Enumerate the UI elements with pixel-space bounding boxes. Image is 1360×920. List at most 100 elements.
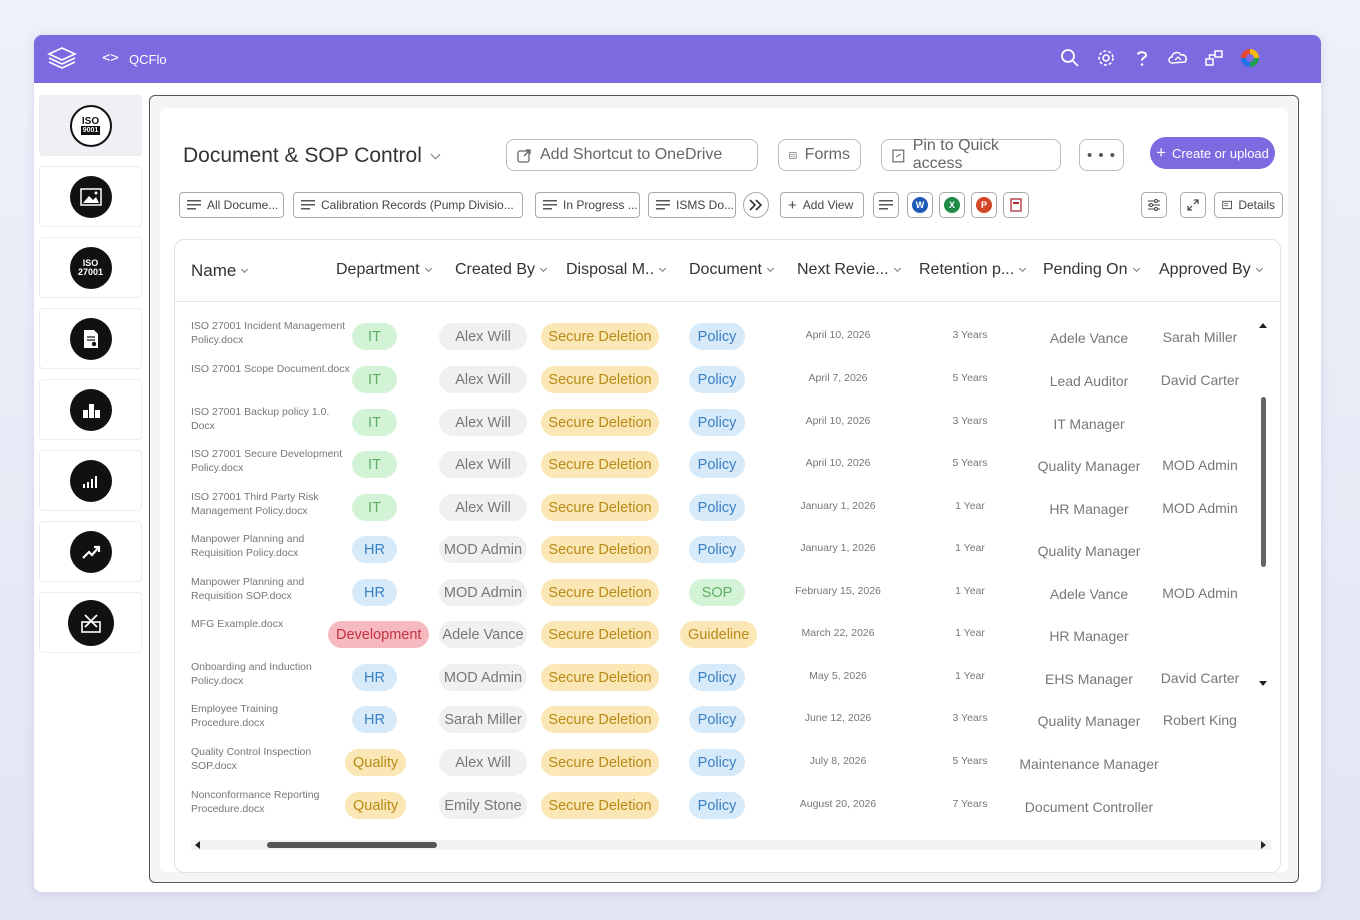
create-upload-label: Create or upload xyxy=(1172,145,1269,161)
app-name[interactable]: QCFlo xyxy=(129,52,167,67)
search-icon[interactable] xyxy=(1059,47,1081,69)
table-row[interactable]: Manpower Planning and Requisition SOP.do… xyxy=(175,568,1255,611)
cell-document-type: Policy xyxy=(689,366,745,393)
forms-app-button[interactable] xyxy=(1003,192,1029,218)
cell-department: IT xyxy=(352,451,397,478)
table-row[interactable]: ISO 27001 Third Party Risk Management Po… xyxy=(175,483,1255,526)
powerpoint-app-button[interactable]: P xyxy=(971,192,997,218)
connections-icon[interactable] xyxy=(1203,47,1225,69)
cell-approved-by: Robert King xyxy=(1163,712,1237,728)
cell-name[interactable]: ISO 27001 Scope Document.docx xyxy=(191,363,350,375)
view-tab-in-progress[interactable]: In Progress ... xyxy=(535,192,640,218)
gear-icon[interactable] xyxy=(1095,47,1117,69)
expand-button[interactable] xyxy=(1180,192,1206,218)
table-row[interactable]: MFG Example.docx Development Adele Vance Se… xyxy=(175,610,1255,653)
chevron-down-icon xyxy=(430,149,441,159)
column-header-department[interactable]: Department xyxy=(336,261,432,279)
column-header-created-by[interactable]: Created By xyxy=(455,261,548,279)
scroll-up-icon[interactable] xyxy=(1259,323,1267,328)
column-header-retention[interactable]: Retention p... xyxy=(919,261,1027,279)
horizontal-scroll-thumb[interactable] xyxy=(267,842,437,848)
table-row[interactable]: ISO 27001 Secure Development Policy.docx… xyxy=(175,440,1255,483)
cell-name[interactable]: Employee Training Procedure.docx xyxy=(191,703,278,729)
table-row[interactable]: Nonconformance Reporting Procedure.docx Q… xyxy=(175,781,1255,824)
forms-icon xyxy=(789,151,797,159)
cell-created-by: Alex Will xyxy=(439,494,527,521)
vertical-scroll-thumb[interactable] xyxy=(1261,397,1266,567)
rail-item-signal[interactable] xyxy=(39,450,142,511)
table-row[interactable]: ISO 27001 Incident Management Policy.doc… xyxy=(175,312,1255,355)
cell-created-by: Adele Vance xyxy=(439,621,527,648)
view-tab-calibration[interactable]: Calibration Records (Pump Divisio... xyxy=(293,192,523,218)
create-upload-button[interactable]: + Create or upload xyxy=(1150,137,1275,169)
scroll-down-icon[interactable] xyxy=(1259,681,1267,686)
table-row[interactable]: Onboarding and Induction Policy.docx HR MO… xyxy=(175,653,1255,696)
rail-item-blocks[interactable] xyxy=(39,379,142,440)
column-header-disposal[interactable]: Disposal M.. xyxy=(566,261,667,279)
more-options-button[interactable]: • • • xyxy=(1079,139,1124,171)
cell-next-review: June 12, 2026 xyxy=(804,712,872,724)
layers-logo-icon[interactable] xyxy=(46,45,78,73)
cell-department: IT xyxy=(352,323,397,350)
table-row[interactable]: ISO 27001 Scope Document.docx IT Alex Will… xyxy=(175,355,1255,398)
table-row[interactable]: Employee Training Procedure.docx HR Sarah … xyxy=(175,695,1255,738)
vertical-scrollbar[interactable] xyxy=(1259,320,1267,688)
cell-document-type: Policy xyxy=(689,451,745,478)
code-icon[interactable]: <> xyxy=(102,50,119,66)
list-view-icon xyxy=(543,200,557,210)
cell-pending-on: Quality Manager xyxy=(1037,713,1141,729)
cell-name[interactable]: ISO 27001 Backup policy 1.0. Docx xyxy=(191,406,330,432)
view-tab-isms[interactable]: ISMS Do... xyxy=(648,192,736,218)
cell-retention: 3 Years xyxy=(952,712,988,724)
excel-app-button[interactable]: X xyxy=(939,192,965,218)
table-row[interactable]: Manpower Planning and Requisition Policy… xyxy=(175,525,1255,568)
add-view-button[interactable]: + Add View xyxy=(780,192,864,218)
cell-name[interactable]: Quality Control Inspection SOP.docx xyxy=(191,746,312,772)
rail-item-iso-27001[interactable]: ISO 27001 xyxy=(39,237,142,298)
column-header-approved-by[interactable]: Approved By xyxy=(1159,261,1263,279)
cell-department: HR xyxy=(352,664,397,691)
forms-button[interactable]: Forms xyxy=(778,139,861,171)
table-row[interactable]: Quality Control Inspection SOP.docx Quali… xyxy=(175,738,1255,781)
add-shortcut-button[interactable]: Add Shortcut to OneDrive xyxy=(506,139,758,171)
rail-item-tools[interactable] xyxy=(39,592,142,653)
help-icon[interactable] xyxy=(1131,47,1153,69)
scroll-right-icon[interactable] xyxy=(1261,841,1266,849)
cell-name[interactable]: Nonconformance Reporting Procedure.docx xyxy=(191,789,320,815)
pin-quick-access-button[interactable]: Pin to Quick access xyxy=(881,137,1061,172)
scroll-left-icon[interactable] xyxy=(195,841,200,849)
rail-item-iso-9001[interactable]: ISO 9001 xyxy=(39,95,142,156)
cell-name[interactable]: Manpower Planning and Requisition Policy… xyxy=(191,533,305,559)
rail-item-document[interactable] xyxy=(39,308,142,369)
page-title[interactable]: Document & SOP Control xyxy=(183,144,441,168)
details-button[interactable]: Details xyxy=(1214,192,1283,218)
double-chevron-right-icon xyxy=(749,199,763,211)
cell-name[interactable]: MFG Example.docx xyxy=(191,618,284,630)
cell-name[interactable]: ISO 27001 Incident Management Policy.doc… xyxy=(191,320,346,346)
brand-logo-icon[interactable] xyxy=(1239,47,1261,69)
column-header-document[interactable]: Document xyxy=(689,261,774,279)
more-views-button[interactable] xyxy=(743,192,769,218)
cell-next-review: April 7, 2026 xyxy=(808,372,868,384)
column-header-name[interactable]: Name xyxy=(191,261,249,281)
view-tab-all-documents[interactable]: All Docume... xyxy=(179,192,284,218)
word-app-button[interactable]: W xyxy=(907,192,933,218)
horizontal-scrollbar[interactable] xyxy=(191,840,1271,850)
cell-name[interactable]: Onboarding and Induction Policy.docx xyxy=(191,661,312,687)
cell-document-type: Policy xyxy=(689,706,745,733)
plus-icon: + xyxy=(788,196,797,214)
cell-document-type: Policy xyxy=(689,749,745,776)
column-header-pending-on[interactable]: Pending On xyxy=(1043,261,1140,279)
rail-item-trend[interactable] xyxy=(39,521,142,582)
cell-disposal: Secure Deletion xyxy=(541,494,659,521)
column-header-next-review[interactable]: Next Revie... xyxy=(797,261,901,279)
table-row[interactable]: ISO 27001 Backup policy 1.0. Docx IT Alex … xyxy=(175,398,1255,441)
view-format-button[interactable] xyxy=(873,192,899,218)
cell-name[interactable]: Manpower Planning and Requisition SOP.do… xyxy=(191,576,305,602)
cloud-sync-icon[interactable] xyxy=(1167,47,1189,69)
cell-name[interactable]: ISO 27001 Secure Development Policy.docx xyxy=(191,448,343,474)
cell-name[interactable]: ISO 27001 Third Party Risk Management Po… xyxy=(191,491,319,517)
filter-settings-button[interactable] xyxy=(1141,192,1167,218)
rail-item-image[interactable] xyxy=(39,166,142,227)
view-tab-label: Calibration Records (Pump Divisio... xyxy=(321,198,514,212)
